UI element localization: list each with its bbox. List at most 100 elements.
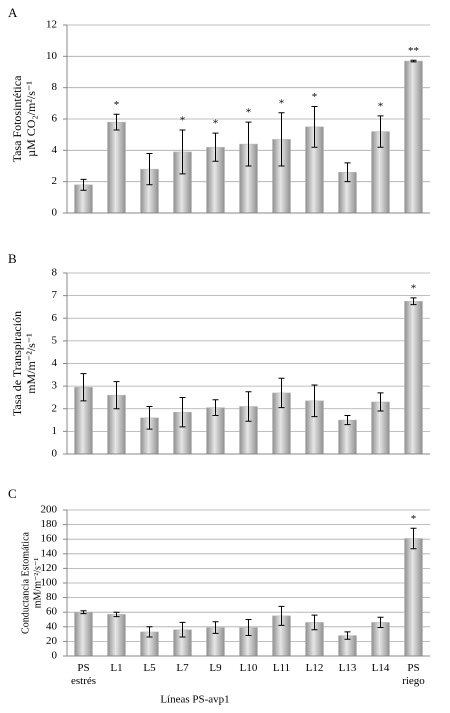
y-tick-label: 160 [41, 533, 58, 545]
x-tick-label: L12 [305, 662, 324, 674]
significance: * [213, 118, 219, 130]
x-tick-label: L13 [338, 662, 357, 674]
y-tick-label: 10 [46, 50, 58, 62]
y-tick-label: 2 [52, 402, 58, 414]
error-bar [245, 619, 252, 637]
error-bar [344, 415, 351, 426]
error-bar [377, 115, 384, 148]
error-bar [80, 178, 87, 191]
y-tick-label: 2 [52, 175, 58, 187]
error-bar [113, 611, 120, 618]
error-bar [311, 384, 318, 418]
error-bar [278, 377, 285, 409]
error-bar [344, 162, 351, 183]
significance: * [279, 97, 285, 109]
y-tick-label: 200 [41, 504, 58, 516]
y-tick-label: 180 [41, 518, 58, 530]
y-tick-label: 40 [46, 620, 58, 632]
y-axis-label: Conductancia Estomática [20, 531, 31, 633]
y-tick-label: 8 [52, 267, 58, 279]
error-bar [278, 605, 285, 626]
bar [338, 419, 357, 455]
y-tick-label: 0 [52, 207, 58, 219]
error-bar [245, 391, 252, 422]
error-bar [179, 396, 186, 428]
significance: * [246, 107, 252, 119]
y-tick-label: 140 [41, 547, 58, 559]
significance: * [114, 99, 120, 111]
bar [404, 301, 423, 455]
y-tick-label: 20 [46, 635, 58, 647]
y-axis-label: Tasa de Transpiración [10, 311, 24, 416]
y-tick-label: 6 [52, 113, 58, 125]
x-tick-label: L11 [272, 662, 291, 674]
y-tick-label: 4 [52, 144, 58, 156]
panel-label: A [8, 5, 18, 20]
y-tick-label: 0 [52, 448, 58, 460]
y-tick-label: 1 [52, 425, 58, 437]
x-tick-label: L10 [239, 662, 258, 674]
panel-label: B [8, 251, 17, 266]
error-bar [146, 405, 153, 430]
y-tick-label: 7 [52, 289, 58, 301]
error-bar [311, 105, 318, 148]
significance: * [411, 282, 417, 294]
x-tick-label: PS riego [402, 662, 425, 687]
y-tick-label: 12 [46, 19, 57, 31]
y-tick-label: 8 [52, 81, 58, 93]
error-bar [410, 59, 417, 63]
y-tick-label: 4 [52, 357, 58, 369]
x-tick-label: L7 [176, 662, 189, 674]
error-bar [179, 129, 186, 175]
bar [404, 60, 423, 214]
y-tick-label: 100 [41, 577, 58, 589]
error-bar [212, 621, 219, 634]
y-axis-label: mM/m⁻²/s⁻¹ [24, 333, 38, 394]
y-tick-label: 3 [52, 380, 58, 392]
y-axis-label: mM/m⁻²/s⁻¹ [32, 558, 43, 608]
y-tick-label: 5 [52, 334, 58, 346]
error-bar [212, 399, 219, 417]
y-tick-label: 80 [46, 591, 58, 603]
x-tick-label: L5 [143, 662, 156, 674]
bar [404, 538, 423, 657]
error-bar [113, 381, 120, 410]
significance: * [411, 513, 417, 525]
x-tick-label: L14 [371, 662, 390, 674]
error-bar [410, 527, 417, 550]
error-bar [113, 113, 120, 131]
y-tick-label: 6 [52, 312, 58, 324]
error-bar [410, 297, 417, 306]
y-axis-label: Tasa Fotosintética [10, 75, 24, 162]
error-bar [377, 392, 384, 412]
bar [74, 611, 93, 657]
error-bar [80, 373, 87, 402]
significance: * [378, 100, 384, 112]
panel-label: C [8, 486, 17, 501]
x-tick-label: L9 [209, 662, 222, 674]
y-tick-label: 60 [46, 606, 58, 618]
error-bar [80, 610, 87, 615]
error-bar [179, 621, 186, 638]
error-bar [311, 614, 318, 631]
error-bar [278, 112, 285, 167]
bar [107, 121, 126, 214]
significance: * [312, 91, 318, 103]
y-tick-label: 0 [52, 650, 58, 662]
significance: * [180, 114, 186, 126]
x-tick-label: L1 [110, 662, 123, 674]
error-bar [377, 616, 384, 629]
y-axis-label: µM CO₂/m²/s⁻¹ [24, 81, 38, 157]
error-bar [245, 121, 252, 167]
error-bar [344, 631, 351, 640]
bar [107, 614, 126, 657]
y-tick-label: 120 [41, 562, 58, 574]
error-bar [212, 132, 219, 162]
x-axis-label: Líneas PS-avp1 [160, 694, 229, 706]
x-tick-label: PS estrés [70, 662, 97, 687]
error-bar [146, 626, 153, 638]
significance: ** [408, 45, 419, 57]
error-bar [146, 152, 153, 186]
